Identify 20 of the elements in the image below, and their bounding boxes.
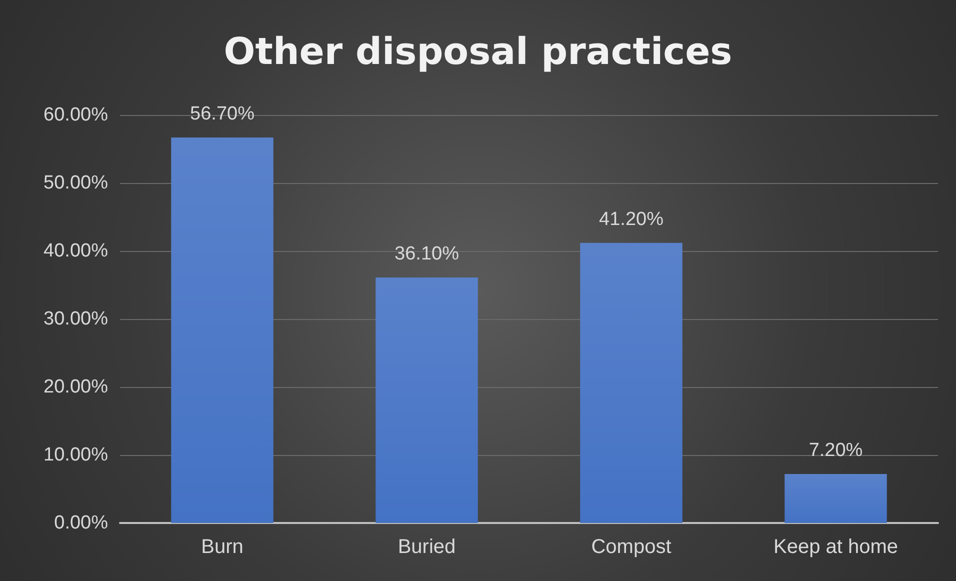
y-tick-label: 60.00%: [44, 104, 108, 126]
data-label: 56.70%: [190, 103, 255, 124]
y-tick-label: 20.00%: [44, 376, 108, 398]
y-tick-label: 10.00%: [44, 444, 108, 466]
y-tick-label: 30.00%: [44, 308, 108, 330]
y-tick-label: 50.00%: [44, 172, 108, 194]
x-tick-label: Keep at home: [773, 536, 898, 558]
data-label: 36.10%: [394, 244, 460, 265]
bar: [376, 278, 478, 523]
x-tick-label: Compost: [591, 536, 672, 558]
x-tick-label: Buried: [398, 536, 456, 558]
x-tick-label: Burn: [201, 536, 244, 558]
data-label: 41.20%: [599, 208, 664, 230]
bar: [580, 242, 682, 523]
data-label: 7.20%: [808, 440, 863, 462]
bar: [784, 474, 887, 523]
chart-title: Other disposal practices: [224, 30, 732, 73]
y-tick-label: 40.00%: [44, 240, 108, 262]
bar: [171, 137, 274, 523]
y-tick-label: 0.00%: [54, 512, 108, 534]
